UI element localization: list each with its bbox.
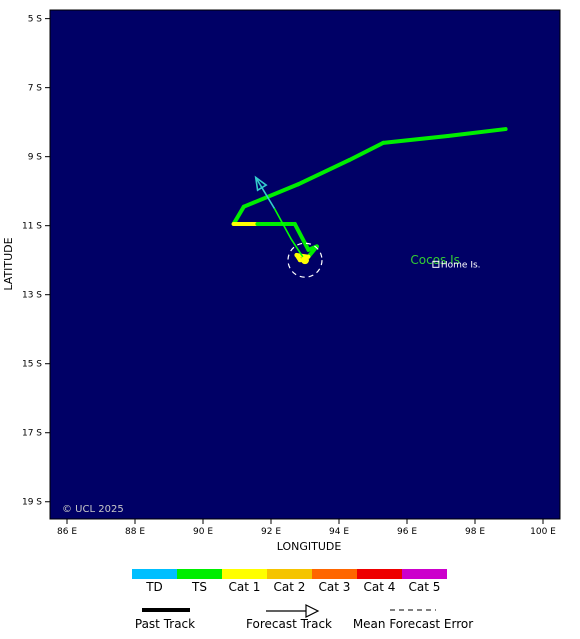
lon-tick-label: 88 E <box>125 527 145 537</box>
past-track-segment <box>347 140 386 163</box>
current-position-marker <box>301 256 309 265</box>
category-swatch <box>132 569 177 579</box>
category-swatch <box>267 569 312 579</box>
category-label: Cat 3 <box>319 580 351 594</box>
category-label: Cat 2 <box>274 580 306 594</box>
category-swatch <box>357 569 402 579</box>
copyright-text: © UCL 2025 <box>62 504 124 515</box>
lon-tick-label: 92 E <box>261 527 281 537</box>
lat-tick-label: 19 S <box>22 498 42 508</box>
category-label: TS <box>191 580 207 594</box>
track-layer <box>231 127 508 278</box>
past-track-segment <box>381 133 450 145</box>
home-island-label: Home Is. <box>441 260 481 270</box>
home-island-marker-icon <box>432 260 440 268</box>
category-swatch <box>402 569 447 579</box>
category-swatch <box>222 569 267 579</box>
past-track-segment <box>445 127 508 138</box>
category-swatch <box>312 569 357 579</box>
past-track-segment <box>241 182 301 209</box>
past-track-label: Past Track <box>135 617 195 631</box>
lat-tick-label: 13 S <box>22 291 42 301</box>
forecast-track-label: Forecast Track <box>246 617 332 631</box>
past-track-segment <box>306 244 319 259</box>
past-track-segment <box>296 158 352 187</box>
forecast-arrow-icon <box>254 175 268 192</box>
forecast-track-segment <box>290 239 306 261</box>
category-color-bar <box>132 569 447 579</box>
legend: TD TS Cat 1 Cat 2 Cat 3 Cat 4 Cat 5 Past Track… <box>132 569 473 631</box>
lon-tick-label: 94 E <box>329 527 349 537</box>
forecast-track-segment <box>273 208 293 240</box>
lat-tick-label: 11 S <box>22 222 42 232</box>
category-label: Cat 1 <box>229 580 261 594</box>
category-label: Cat 5 <box>409 580 441 594</box>
lon-tick-label: 98 E <box>465 527 485 537</box>
axis-ticks: 86 E 88 E 90 E 92 E 94 E 96 E 98 E 100 E 5 S 7 S 9… <box>22 15 556 537</box>
map-frame <box>49 9 561 520</box>
forecast-error-circle <box>287 242 323 278</box>
x-axis-title: LONGITUDE <box>277 540 342 553</box>
lat-tick-label: 7 S <box>28 84 43 94</box>
cocos-islands-label: Cocos Is <box>410 253 460 267</box>
category-label: TD <box>145 580 163 594</box>
lon-tick-label: 96 E <box>397 527 417 537</box>
category-label: Cat 4 <box>364 580 396 594</box>
lon-tick-label: 100 E <box>530 527 556 537</box>
lat-tick-label: 5 S <box>28 15 43 25</box>
past-track-segment <box>231 204 246 226</box>
category-swatch <box>177 569 222 579</box>
lat-tick-label: 9 S <box>28 153 43 163</box>
forecast-track-segment <box>255 176 276 209</box>
lon-tick-label: 86 E <box>57 527 77 537</box>
lon-tick-label: 90 E <box>193 527 213 537</box>
category-labels: TD TS Cat 1 Cat 2 Cat 3 Cat 4 Cat 5 <box>145 580 440 594</box>
past-track-segment <box>292 221 311 252</box>
y-axis-title: LATITUDE <box>2 237 15 290</box>
forecast-arrow-icon <box>305 604 320 618</box>
lat-tick-label: 15 S <box>22 360 42 370</box>
ocean-area <box>50 10 560 519</box>
error-label: Mean Forecast Error <box>353 617 473 631</box>
lat-tick-label: 17 S <box>22 429 42 439</box>
